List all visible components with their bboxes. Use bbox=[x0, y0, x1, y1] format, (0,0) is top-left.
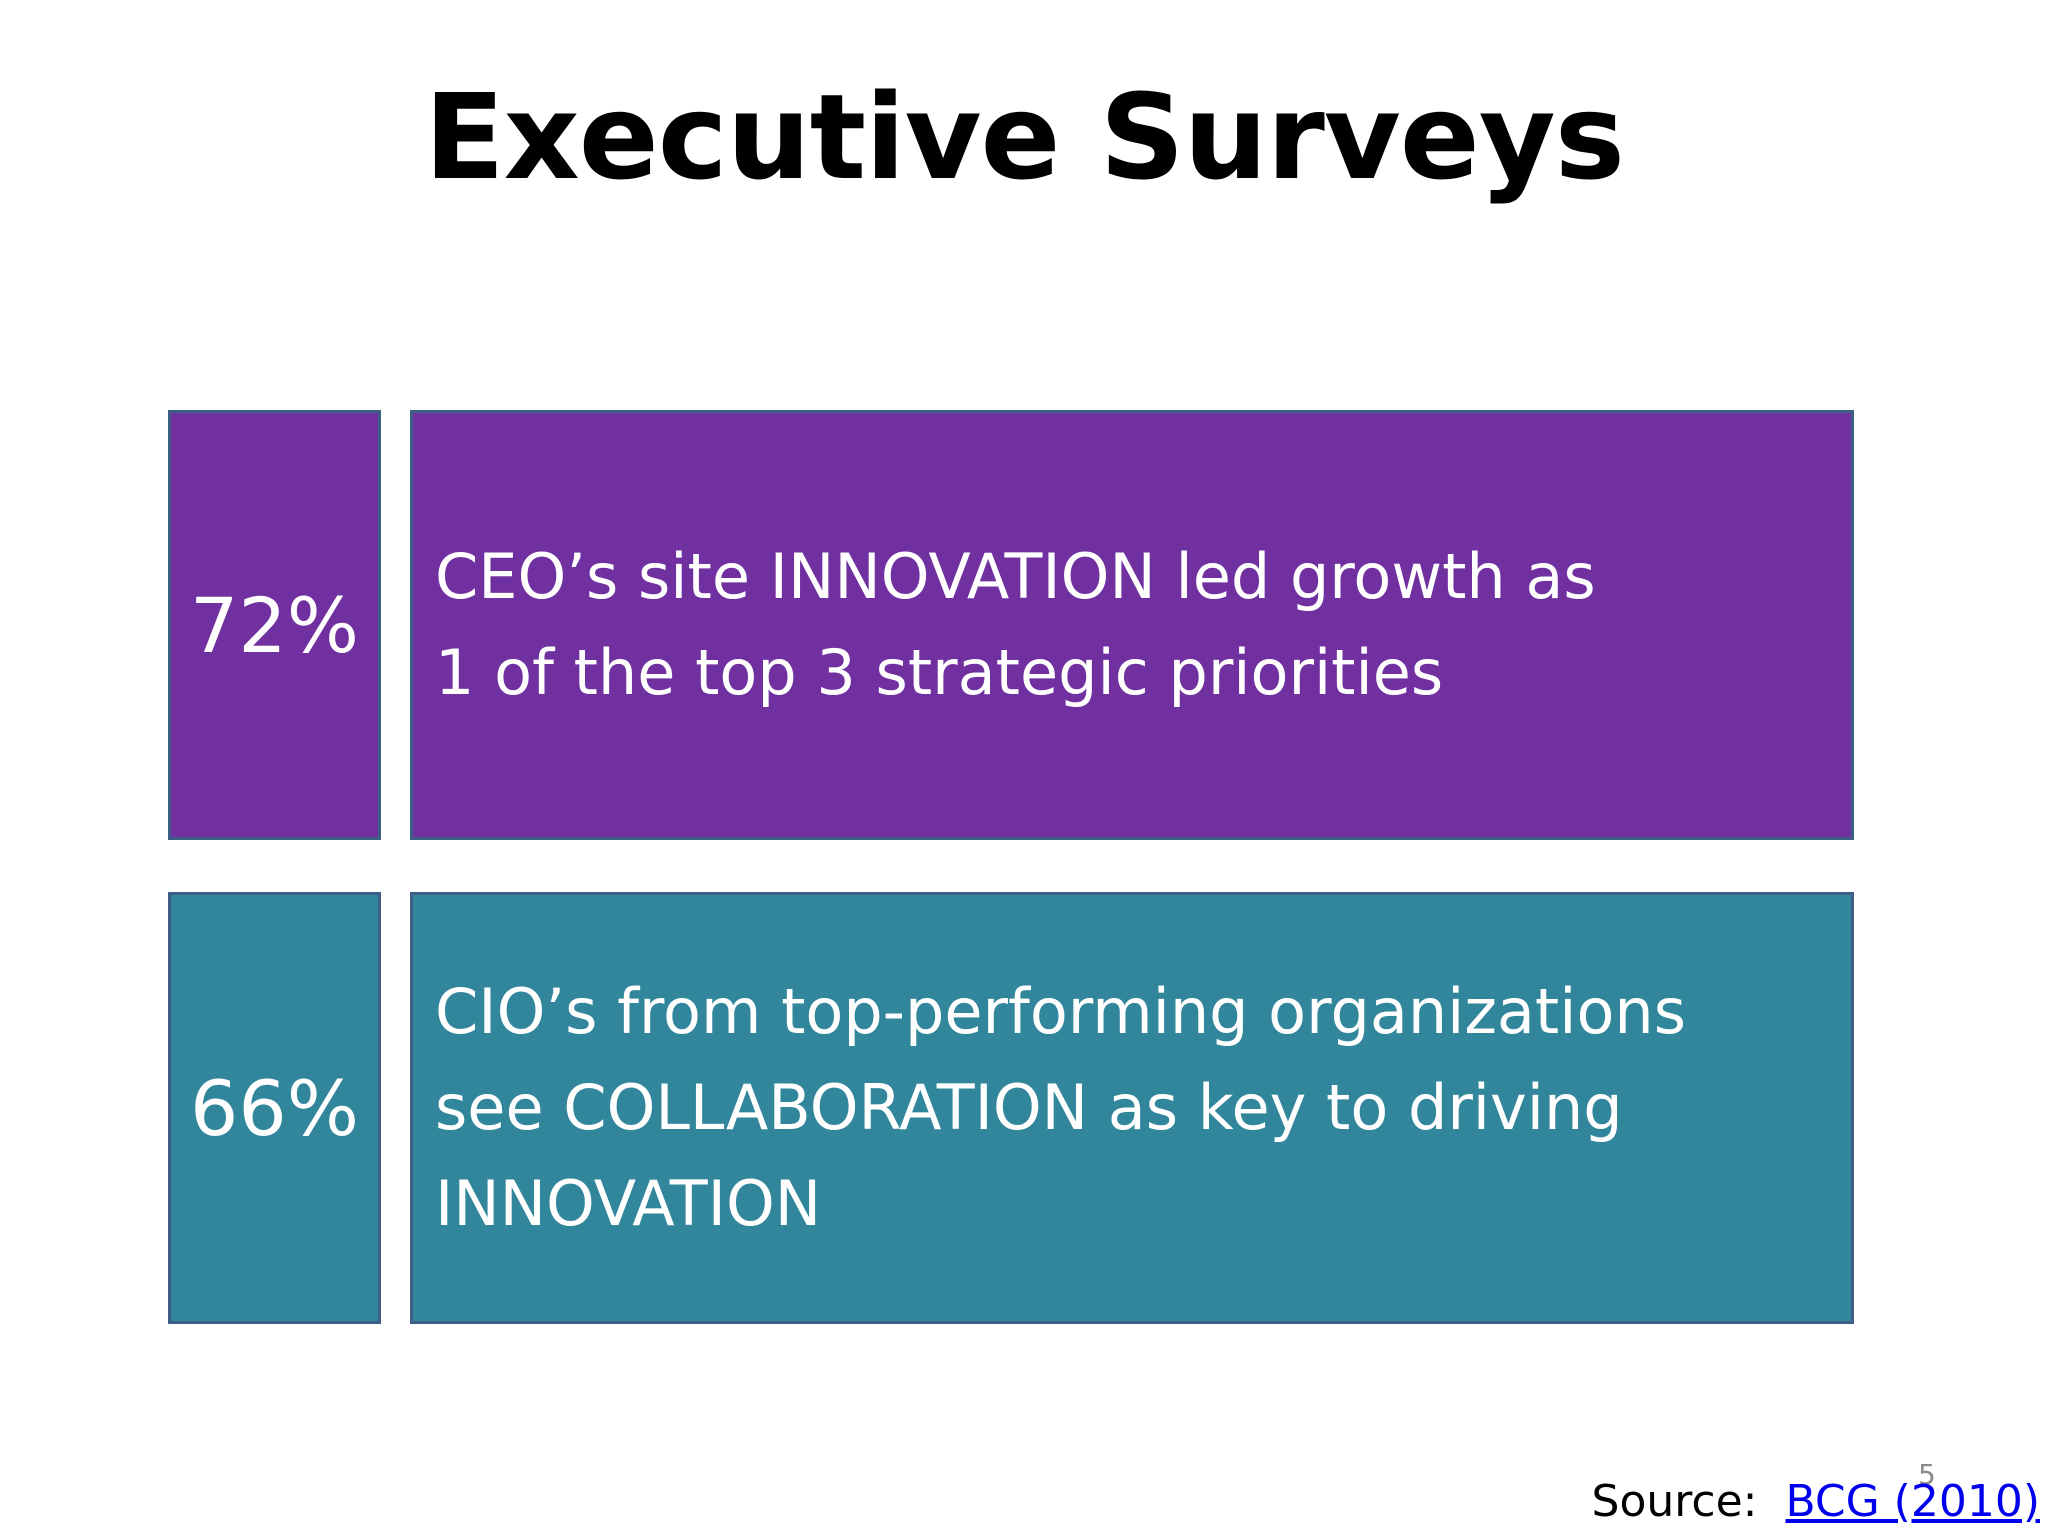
stat-box-ceo: 72% bbox=[168, 410, 381, 840]
text-box-ceo: CEO’s site INNOVATION led growth as 1 of… bbox=[410, 410, 1854, 840]
text-cio: CIO’s from top-performing organizations … bbox=[435, 975, 1686, 1240]
stat-value-ceo: 72% bbox=[190, 580, 359, 670]
source-citation: Source: BCG (2010) bbox=[1592, 1476, 2040, 1527]
text-ceo: CEO’s site INNOVATION led growth as 1 of… bbox=[435, 540, 1596, 709]
stat-box-cio: 66% bbox=[168, 892, 381, 1324]
text-box-cio: CIO’s from top-performing organizations … bbox=[410, 892, 1854, 1324]
slide-number: 5 bbox=[1918, 1458, 1936, 1491]
source-link[interactable]: BCG (2010) bbox=[1785, 1476, 2040, 1527]
source-label: Source: bbox=[1591, 1476, 1758, 1527]
slide-title: Executive Surveys bbox=[424, 68, 1625, 206]
stat-value-cio: 66% bbox=[190, 1063, 359, 1153]
